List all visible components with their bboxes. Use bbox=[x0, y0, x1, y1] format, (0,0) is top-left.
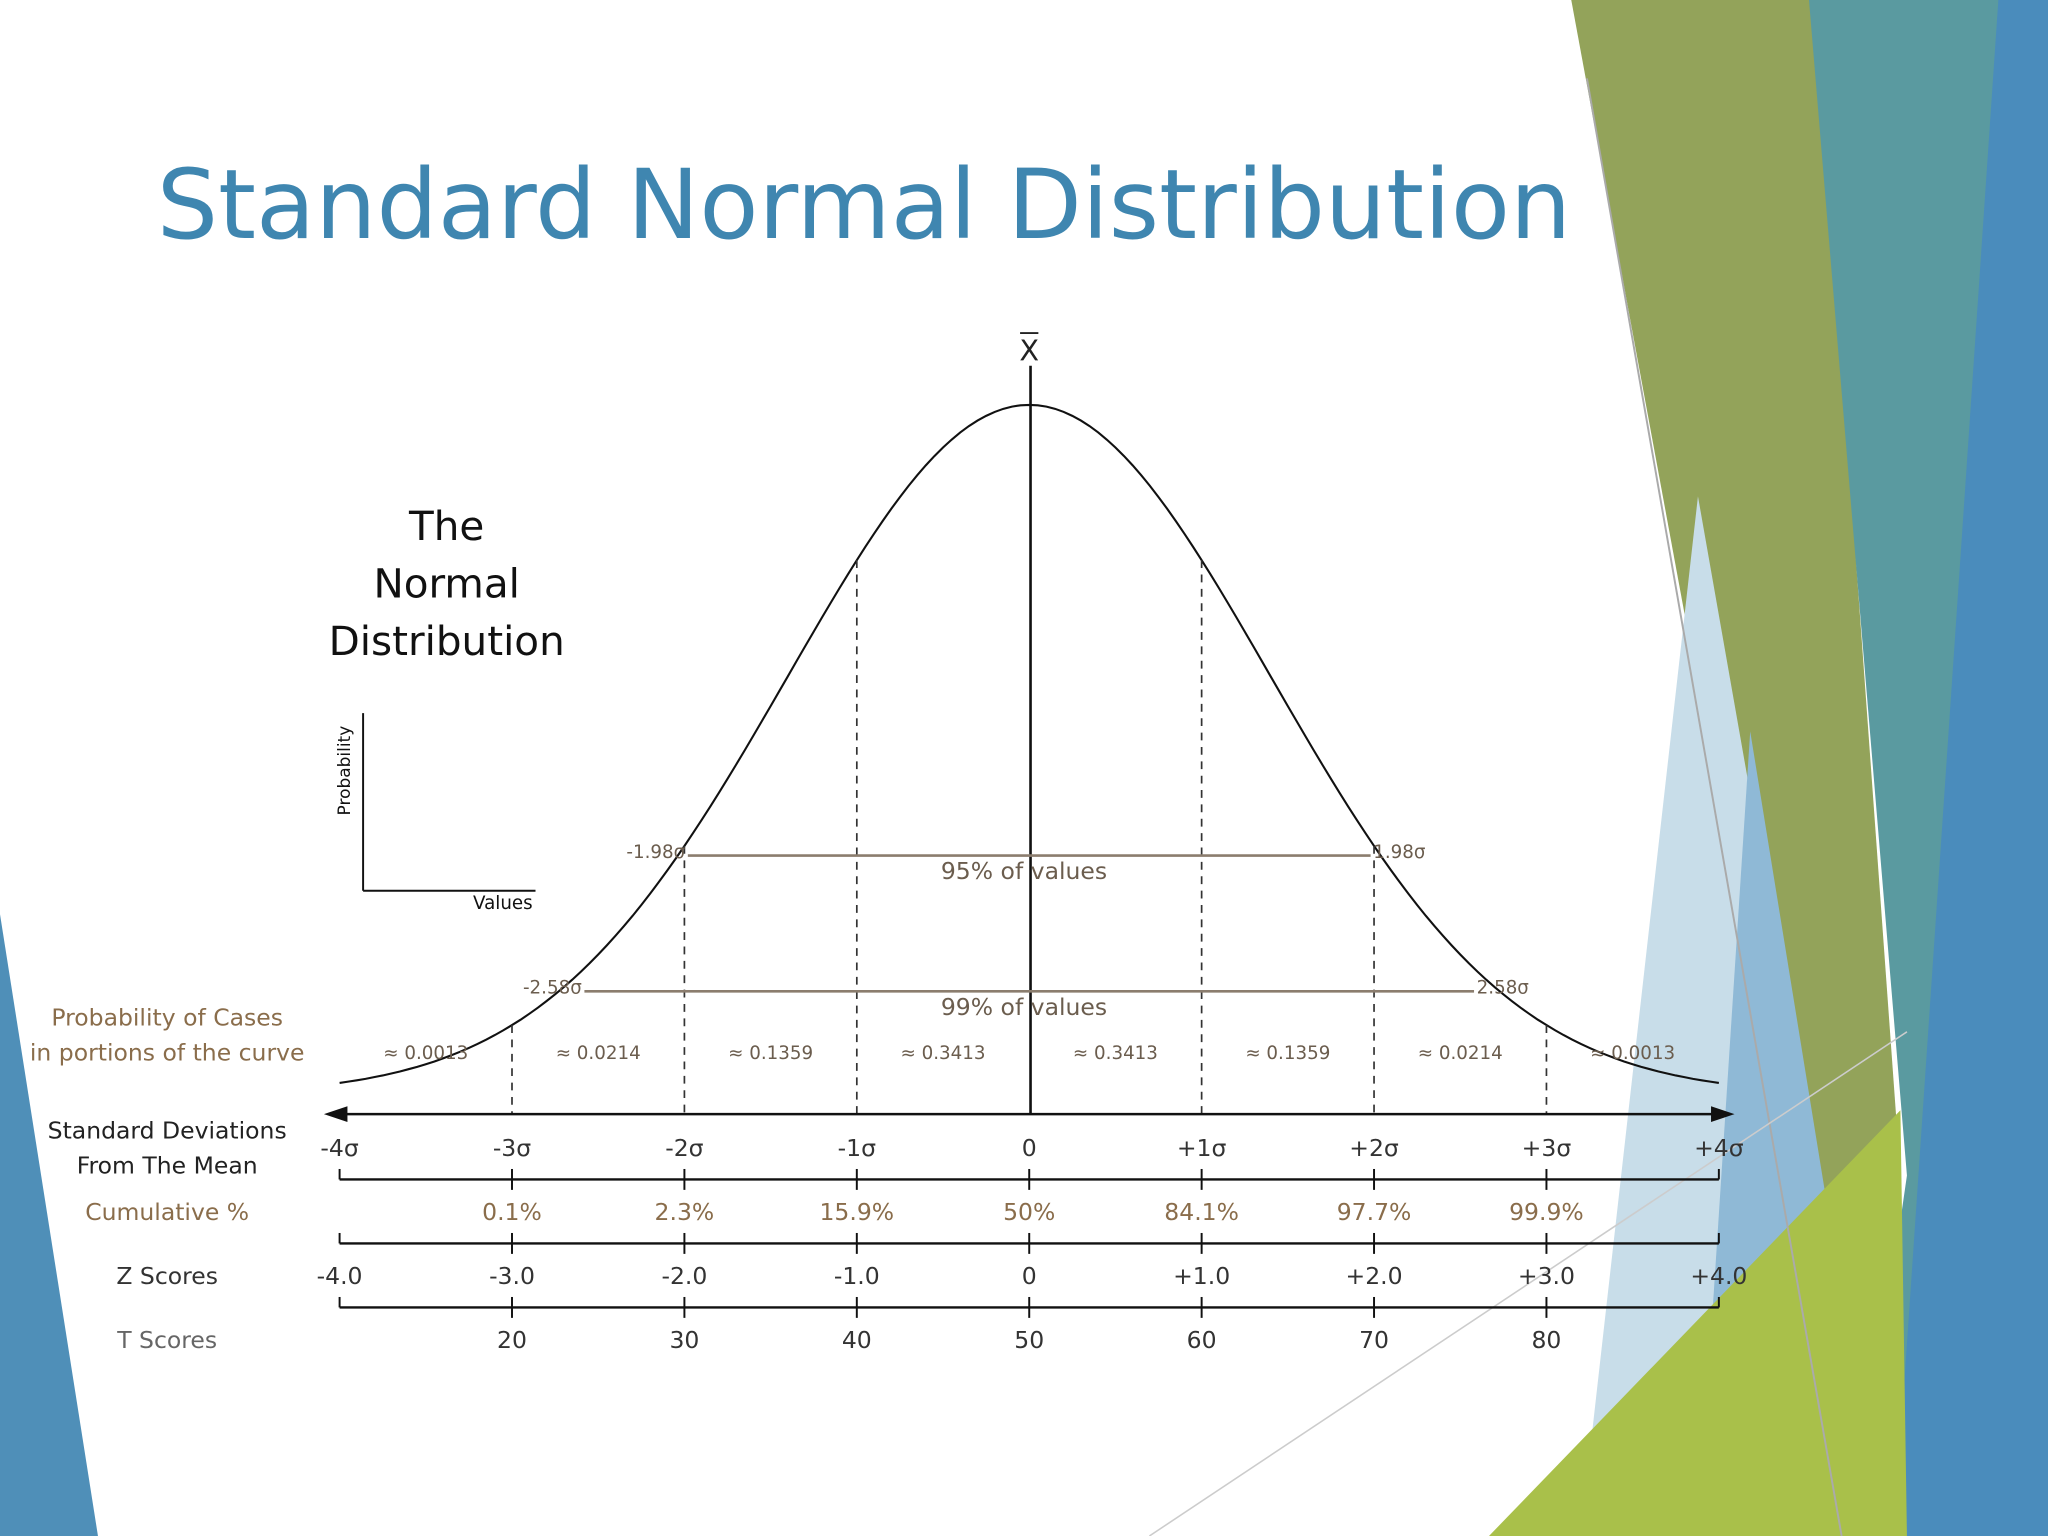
normal-diagram: X -1.98σ 1.98σ 95% of values -2.58σ 2.58σ 99% … bbox=[30, 332, 1747, 1354]
row-label: Standard Deviations bbox=[48, 1116, 287, 1144]
row-tick: 40 bbox=[842, 1326, 872, 1354]
row-tick: 0 bbox=[1022, 1134, 1037, 1162]
row-tick: 0 bbox=[1022, 1262, 1037, 1290]
inset-title: The bbox=[408, 502, 484, 550]
row-tick: +2σ bbox=[1349, 1134, 1399, 1162]
row-tick: 0.1% bbox=[482, 1198, 542, 1226]
probability-label: Probability of Cases bbox=[51, 1003, 283, 1031]
row-label: Cumulative % bbox=[85, 1198, 249, 1226]
decor-line bbox=[1585, 78, 1843, 1536]
probability-value: ≈ 0.1359 bbox=[1245, 1043, 1330, 1064]
row-tick: 50% bbox=[1003, 1198, 1055, 1226]
row-tick: 99.9% bbox=[1509, 1198, 1584, 1226]
row-label: From The Mean bbox=[77, 1152, 258, 1180]
range-left: -2.58σ bbox=[523, 978, 582, 999]
row-tick: 80 bbox=[1531, 1326, 1561, 1354]
row-tick: 15.9% bbox=[819, 1198, 894, 1226]
probability-value: ≈ 0.1359 bbox=[728, 1043, 813, 1064]
mean-label: X bbox=[1019, 334, 1039, 368]
row-tick: +3.0 bbox=[1518, 1262, 1575, 1290]
row-tick: 70 bbox=[1359, 1326, 1389, 1354]
row-tick: +1σ bbox=[1177, 1134, 1227, 1162]
inset-x-label: Values bbox=[473, 893, 533, 914]
row-tick: -3σ bbox=[493, 1134, 531, 1162]
row-tick: 2.3% bbox=[655, 1198, 715, 1226]
probability-value: ≈ 0.0214 bbox=[1418, 1043, 1503, 1064]
probability-value: ≈ 0.0013 bbox=[1590, 1043, 1675, 1064]
axis-arrow bbox=[1711, 1106, 1735, 1122]
row-tick: 20 bbox=[497, 1326, 527, 1354]
range-label: 99% of values bbox=[941, 993, 1107, 1021]
decor-blue bbox=[1893, 0, 2048, 1536]
row-tick: 30 bbox=[669, 1326, 699, 1354]
range-label: 95% of values bbox=[941, 857, 1107, 885]
inset-title: Distribution bbox=[329, 617, 565, 665]
inset-title: Normal bbox=[373, 559, 519, 607]
row-tick: 50 bbox=[1014, 1326, 1044, 1354]
row-tick: -4σ bbox=[320, 1134, 358, 1162]
row-tick: 84.1% bbox=[1164, 1198, 1239, 1226]
decor-lime bbox=[1488, 1110, 1907, 1536]
probability-value: ≈ 0.3413 bbox=[1073, 1043, 1158, 1064]
probability-value: ≈ 0.0013 bbox=[383, 1043, 468, 1064]
row-tick: +4.0 bbox=[1690, 1262, 1747, 1290]
range-left: -1.98σ bbox=[626, 842, 685, 863]
row-tick: -2.0 bbox=[661, 1262, 707, 1290]
row-tick: -1.0 bbox=[834, 1262, 880, 1290]
row-tick: -4.0 bbox=[317, 1262, 363, 1290]
row-tick: -1σ bbox=[838, 1134, 876, 1162]
row-tick: +2.0 bbox=[1346, 1262, 1403, 1290]
row-label: Z Scores bbox=[116, 1262, 218, 1290]
row-tick: +3σ bbox=[1522, 1134, 1572, 1162]
probability-value: ≈ 0.0214 bbox=[556, 1043, 641, 1064]
axis-arrow bbox=[323, 1106, 348, 1122]
probability-label: in portions of the curve bbox=[30, 1039, 305, 1067]
row-tick: -2σ bbox=[665, 1134, 703, 1162]
row-label: T Scores bbox=[116, 1326, 217, 1354]
range-right: 1.98σ bbox=[1373, 842, 1426, 863]
row-tick: 60 bbox=[1187, 1326, 1217, 1354]
row-tick: -3.0 bbox=[489, 1262, 535, 1290]
row-tick: 97.7% bbox=[1337, 1198, 1412, 1226]
decor-line bbox=[1148, 1031, 1908, 1536]
slide-title: Standard Normal Distribution bbox=[157, 148, 1572, 261]
row-tick: +1.0 bbox=[1173, 1262, 1230, 1290]
inset-y-label: Probability bbox=[335, 726, 355, 816]
range-right: 2.58σ bbox=[1477, 978, 1530, 999]
probability-value: ≈ 0.3413 bbox=[901, 1043, 986, 1064]
row-tick: +4σ bbox=[1694, 1134, 1744, 1162]
